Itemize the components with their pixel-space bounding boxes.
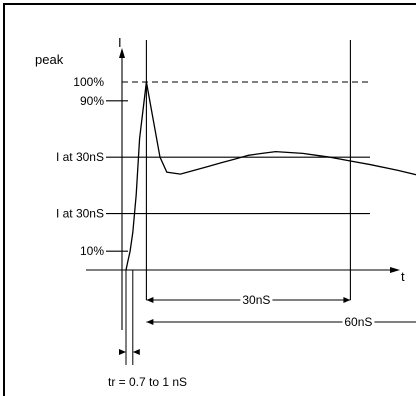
grid-layer <box>106 40 370 300</box>
annotation-60ns-label: 60nS <box>344 315 372 329</box>
y-axis-label-main: peak <box>35 52 64 67</box>
axis-layer: 100% 90% I at 30nS I at 30nS 10% <box>56 48 400 330</box>
x-axis-arrow <box>390 267 400 273</box>
tr-arrow-right <box>132 349 140 355</box>
curve-layer <box>125 81 416 271</box>
annotation-60ns-label-bg <box>342 315 375 329</box>
annotation-30ns-label: 30nS <box>242 293 270 307</box>
annotation-30ns-label-bg <box>240 293 273 307</box>
tick-label-y-3: I at 30nS <box>56 207 104 221</box>
x-axis-label: t <box>401 269 405 284</box>
waveform-series-line <box>125 81 416 271</box>
annotation-60ns-arrow-left <box>146 319 154 325</box>
tick-label-y-4: 10% <box>80 244 104 258</box>
y-axis-label: peak <box>35 52 64 67</box>
tr-arrow-left <box>119 349 126 355</box>
annotation-tr-label: tr = 0.7 to 1 nS <box>108 375 187 389</box>
tick-label-y-1: 90% <box>80 94 104 108</box>
y-axis-arrow <box>119 48 125 58</box>
y-axis-label-i: I <box>118 35 122 50</box>
tick-label-y-2: I at 30nS <box>56 150 104 164</box>
tick-label-y-0: 100% <box>73 75 104 89</box>
figure-frame <box>3 3 416 396</box>
annotation-30ns-arrow-right <box>343 297 351 303</box>
annotation-30ns-arrow-left <box>146 297 154 303</box>
annotation-layer: 30nS 60nS tr = 0.7 to 1 nS <box>108 270 416 389</box>
